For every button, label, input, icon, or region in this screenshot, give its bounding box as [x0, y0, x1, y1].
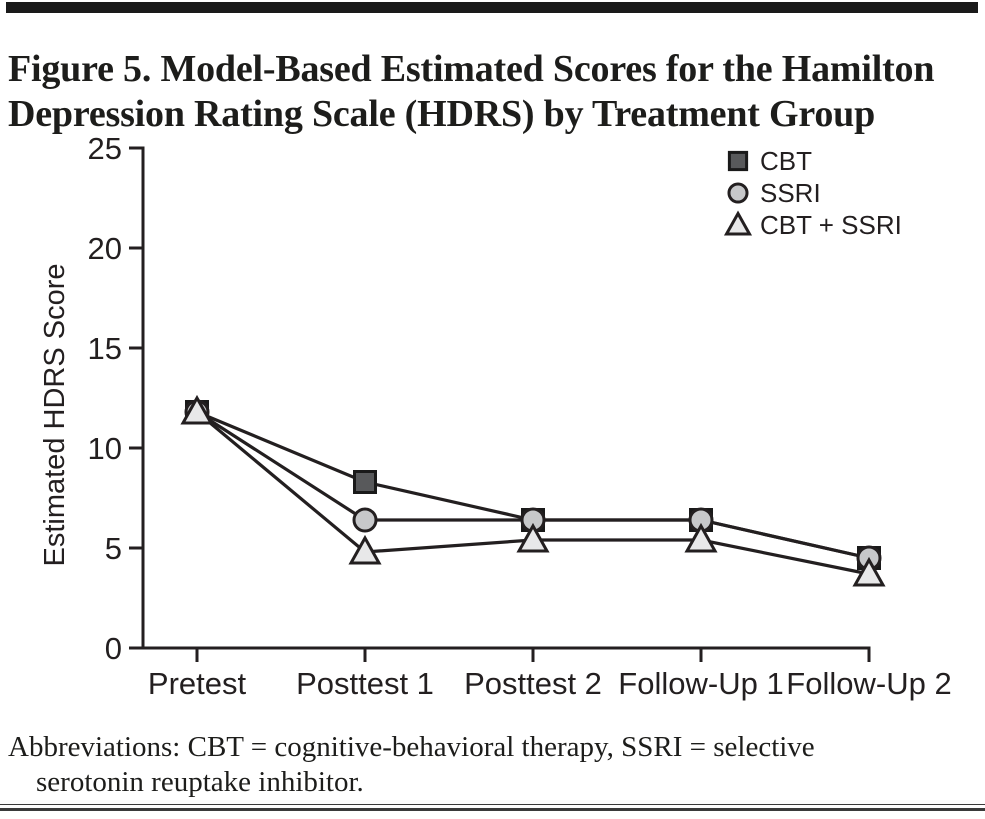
y-tick-label: 5: [105, 531, 122, 566]
data-point-marker: [684, 522, 718, 553]
y-tick-label: 0: [105, 631, 122, 666]
figure-title: Figure 5. Model-Based Estimated Scores f…: [8, 47, 968, 137]
data-point-marker: [180, 394, 214, 425]
legend-item: SSRI: [727, 178, 821, 208]
y-tick-label: 25: [88, 131, 122, 166]
y-axis-title: Estimated HDRS Score: [39, 264, 71, 567]
data-point-marker: [353, 470, 377, 494]
y-tick-label: 20: [88, 231, 122, 266]
legend-label: SSRI: [760, 178, 821, 208]
y-tick-label: 15: [88, 331, 122, 366]
top-rule-bar: [6, 2, 978, 13]
figure-footnote: Abbreviations: CBT = cognitive-behaviora…: [8, 730, 968, 800]
square-legend-icon: [727, 150, 749, 172]
data-point-marker: [348, 534, 382, 565]
y-axis-ticks: 0 5 10 15 20 25: [88, 131, 142, 666]
bottom-rule-bar: [0, 804, 985, 811]
circle-legend-icon: [727, 182, 749, 204]
x-axis-ticks: Pretest Posttest 1 Posttest 2 Follow-Up 1 Fo…: [148, 649, 952, 701]
x-tick-label: Posttest 1: [296, 666, 434, 701]
figure-title-line2: Depression Rating Scale (HDRS) by Treatm…: [8, 93, 876, 136]
x-tick-label: Posttest 2: [464, 666, 602, 701]
x-tick-label: Follow-Up 1: [618, 666, 783, 701]
triangle-legend-icon: [723, 210, 753, 236]
footnote-line2: serotonin reuptake inhibitor.: [36, 766, 364, 798]
legend-item: CBT + SSRI: [723, 210, 902, 240]
series-markers: [180, 394, 886, 587]
data-point-marker: [516, 522, 550, 553]
legend-label: CBT: [760, 146, 812, 176]
figure-title-line1: Figure 5. Model-Based Estimated Scores f…: [8, 48, 935, 91]
x-tick-label: Pretest: [148, 666, 247, 701]
legend-label: CBT + SSRI: [760, 210, 902, 240]
x-tick-label: Follow-Up 2: [786, 666, 951, 701]
y-tick-label: 10: [88, 431, 122, 466]
data-point-marker: [352, 507, 378, 533]
legend-item: CBT: [727, 146, 812, 176]
data-point-marker: [852, 556, 886, 587]
footnote-line1: Abbreviations: CBT = cognitive-behaviora…: [8, 731, 815, 763]
